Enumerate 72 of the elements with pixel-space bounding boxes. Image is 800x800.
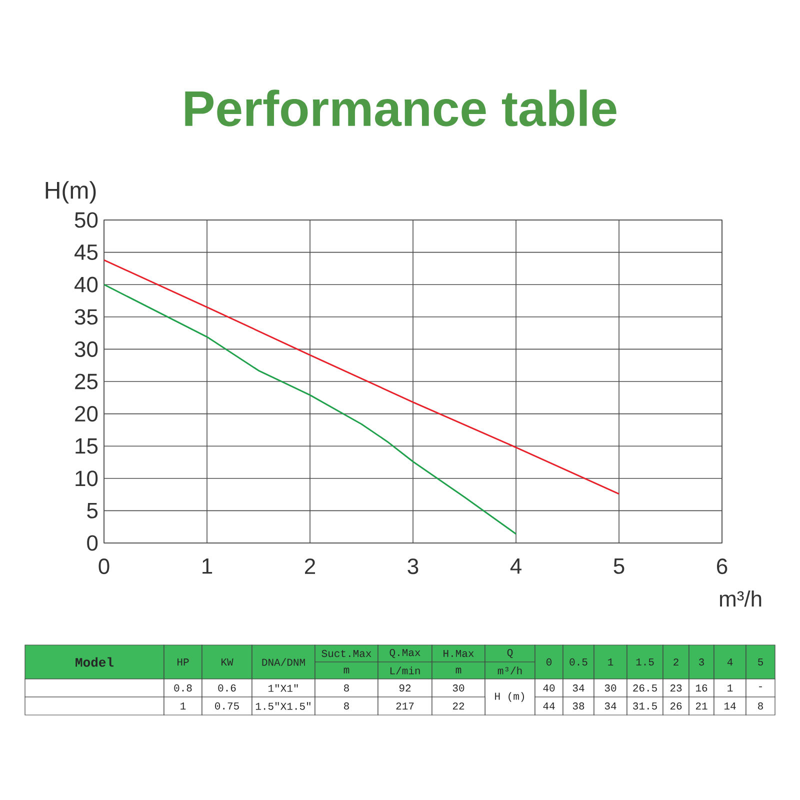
text: 1″X1″ xyxy=(268,684,298,692)
text: 44 xyxy=(543,702,555,710)
text: 8 xyxy=(344,702,349,710)
x-tick-label: 0 xyxy=(98,558,110,574)
text: m³/h xyxy=(498,666,522,674)
text: 34 xyxy=(572,684,584,692)
text: 34 xyxy=(604,702,616,710)
text: 0.75 xyxy=(215,702,239,710)
text: 0.5 xyxy=(570,658,588,666)
y-tick-label: 50 xyxy=(74,212,98,228)
text: H (m) xyxy=(495,692,524,702)
text: 31.5 xyxy=(633,702,657,710)
text: KW xyxy=(222,658,234,666)
text: 40 xyxy=(543,684,555,692)
text: m xyxy=(344,668,350,674)
y-tick-label: 35 xyxy=(74,309,98,325)
text: 1.5 xyxy=(636,658,654,666)
y-tick-label: 40 xyxy=(74,276,98,292)
text: 1 xyxy=(728,684,733,692)
y-tick-label: 5 xyxy=(87,503,98,518)
chart-title: Performance table xyxy=(185,90,616,126)
text: 1 xyxy=(608,658,614,666)
x-tick-label: 4 xyxy=(510,558,522,574)
text: 5 xyxy=(758,658,763,666)
text: 21 xyxy=(696,702,708,710)
text: 92 xyxy=(399,684,411,692)
x-tick-label: 6 xyxy=(717,558,728,574)
text: 1.5″X1.5″ xyxy=(256,702,310,710)
text: 0 xyxy=(546,658,552,666)
y-tick-label: 20 xyxy=(75,406,98,422)
text: 1 xyxy=(180,702,186,710)
line-series xyxy=(104,259,620,495)
text: 14 xyxy=(724,702,736,710)
text: Suct.Max xyxy=(322,650,372,658)
line-series xyxy=(104,284,517,535)
x-tick-label: 1 xyxy=(202,558,212,574)
text: HP xyxy=(178,658,189,666)
text: 8 xyxy=(758,702,763,710)
y-tick-label: 25 xyxy=(75,374,98,390)
text: Q.Max xyxy=(390,648,420,658)
text: m xyxy=(456,668,462,674)
text: Q xyxy=(507,648,513,658)
text: 16 xyxy=(696,684,708,692)
x-tick-label: 5 xyxy=(614,558,624,574)
text: 217 xyxy=(396,702,414,710)
x-tick-label: 3 xyxy=(408,558,418,574)
text: 2 xyxy=(674,658,678,666)
x-axis-title: m³/h xyxy=(720,590,762,607)
text: 4 xyxy=(727,658,733,666)
y-tick-label: 45 xyxy=(74,244,98,260)
text: 23 xyxy=(670,684,682,692)
text: 30 xyxy=(604,684,616,692)
text: DNA/DNM xyxy=(262,658,305,666)
y-tick-label: 0 xyxy=(87,535,98,551)
text: Model xyxy=(76,657,114,667)
text: 8 xyxy=(344,684,349,692)
text: 3 xyxy=(699,658,704,666)
text: 0.8 xyxy=(174,684,192,692)
y-tick-label: 15 xyxy=(76,438,98,454)
text: 26 xyxy=(670,702,682,710)
text: 0.6 xyxy=(218,684,236,692)
text: H.Max xyxy=(444,650,474,658)
text: - xyxy=(759,686,762,688)
y-tick-label: 30 xyxy=(74,341,98,357)
text: L/min xyxy=(390,666,420,674)
text: 26.5 xyxy=(633,684,657,692)
y-tick-label: 10 xyxy=(76,470,98,486)
text: 30 xyxy=(452,684,464,692)
y-axis-title: H(m) xyxy=(46,181,96,204)
text: 22 xyxy=(452,702,464,710)
text: 38 xyxy=(572,702,584,710)
x-tick-label: 2 xyxy=(305,558,316,574)
